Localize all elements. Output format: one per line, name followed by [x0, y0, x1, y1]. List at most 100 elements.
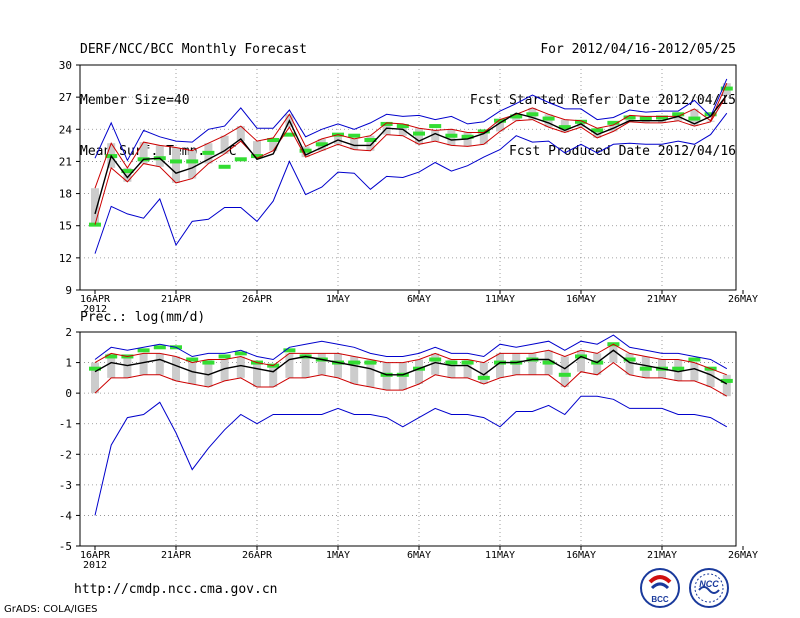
temp-median-mark — [396, 124, 409, 129]
temp-median-mark — [510, 114, 523, 119]
temp-xtick-label: 11MAY — [485, 294, 515, 305]
temp-xtick-label: 6MAY — [407, 294, 431, 305]
temp-spread-bar — [236, 126, 245, 142]
temp-spread-bar — [674, 116, 683, 121]
prec-ytick-label: -1 — [59, 418, 72, 431]
prec-xtick-label: 1MAY — [326, 550, 350, 561]
prec-median-mark — [623, 357, 636, 362]
prec-spread-bar — [528, 353, 537, 375]
prec-spread-bar — [91, 362, 99, 394]
prec-spread-bar — [285, 353, 294, 378]
temp-median-mark — [186, 159, 199, 164]
temp-p90-line — [94, 83, 728, 189]
temp-median-mark — [429, 124, 442, 129]
prec-xtick-label: 26APR — [242, 550, 273, 561]
temp-xtick-label: 1MAY — [326, 294, 350, 305]
temp-median-mark — [526, 112, 539, 117]
prec-median-mark — [89, 366, 101, 371]
temp-spread-bar — [91, 188, 99, 225]
temp-ytick-label: 30 — [59, 59, 72, 72]
prec-ytick-label: 0 — [65, 387, 72, 400]
temp-xtick-label: 16APR — [80, 294, 111, 305]
prec-spread-bar — [204, 359, 213, 388]
temp-spread-bar — [123, 167, 132, 182]
chart-title: DERF/NCC/BCC Monthly Forecast — [80, 42, 307, 57]
prec-median-mark — [105, 354, 118, 359]
bcc-logo-text: BCC — [651, 595, 669, 604]
temp-spread-bar — [253, 141, 261, 159]
prec-spread-bar — [366, 359, 375, 388]
temp-median-mark — [704, 112, 717, 117]
prec-xtick-label: 11MAY — [485, 550, 515, 561]
prec-spread-bar — [220, 359, 229, 381]
prec-spread-bar — [415, 359, 423, 384]
prec-spread-bar — [123, 356, 132, 378]
temp-median-mark — [413, 131, 425, 136]
temp-xtick-label: 26APR — [242, 294, 273, 305]
prec-xtick-label: 26MAY — [728, 550, 758, 561]
prec-xtick-label: 16MAY — [566, 550, 596, 561]
prec-spread-bar — [722, 374, 731, 397]
temp-median-mark — [364, 138, 377, 142]
prec-ytick-label: -3 — [59, 479, 72, 492]
prec-median-mark — [202, 360, 215, 365]
temp-median-mark — [672, 112, 685, 117]
prec-spread-bar — [155, 353, 164, 375]
source-url[interactable]: http://cmdp.ncc.cma.gov.cn — [74, 582, 278, 597]
temp-spread-bar — [188, 150, 197, 179]
prec-frame — [79, 331, 737, 547]
temp-median-mark — [639, 116, 652, 121]
temp-median-mark — [720, 86, 733, 91]
temp-median-mark — [89, 222, 101, 227]
prec-spread-bar — [269, 365, 278, 388]
temp-spread-bar — [220, 135, 229, 154]
temp-ytick-label: 27 — [59, 91, 72, 104]
temp-spread-bar — [366, 135, 375, 151]
prec-spread-bar — [560, 356, 569, 388]
prec-median-mark — [218, 354, 231, 359]
prec-spread-bar — [334, 353, 342, 378]
prec-median-mark — [429, 357, 442, 362]
prec-ytick-label: 1 — [65, 357, 72, 370]
forecast-started: Fcst Started Refer Date 2012/04/15 — [469, 93, 736, 108]
prec-median-mark — [364, 360, 377, 365]
prec-spread-bar — [625, 353, 634, 375]
header-right: For 2012/04/16-2012/05/25 Fcst Started R… — [470, 10, 736, 179]
prec-median-mark — [672, 366, 685, 371]
forecast-period: For 2012/04/16-2012/05/25 — [540, 42, 736, 57]
temp-spread-bar — [496, 119, 504, 132]
prec-min-line — [94, 395, 728, 516]
ncc-logo: NCC — [689, 568, 729, 608]
temp-spread-bar — [479, 132, 488, 145]
temp-median-mark — [251, 154, 263, 159]
prec-spread-bar — [479, 362, 488, 384]
prec-spread-bar — [496, 353, 504, 378]
forecast-produced: Fcst Produced Date 2012/04/16 — [509, 144, 736, 159]
temp-year-label: 2012 — [83, 304, 107, 315]
temp-median-mark — [121, 169, 134, 174]
prec-median-mark — [542, 360, 555, 365]
bcc-logo: BCC — [640, 568, 680, 608]
prec-ytick-label: 2 — [65, 326, 72, 339]
temp-median-mark — [267, 138, 280, 142]
prec-mean-line — [94, 349, 728, 385]
temp-spread-bar — [269, 137, 278, 151]
temp-xtick-label: 26MAY — [728, 294, 758, 305]
temp-median-mark — [348, 133, 361, 138]
temp-median-mark — [202, 150, 215, 155]
temp-median-mark — [477, 129, 490, 134]
temp-median-mark — [315, 142, 328, 147]
temp-median-mark — [591, 128, 604, 133]
prec-xtick-label: 21APR — [161, 550, 192, 561]
temp-spread-bar — [350, 138, 359, 150]
temp-median-mark — [656, 115, 668, 120]
prec-ytick-label: -2 — [59, 448, 72, 461]
temp-median-mark — [445, 133, 458, 138]
temp-ytick-label: 15 — [59, 220, 72, 233]
prec-spread-bar — [317, 353, 326, 375]
prec-spread-bar — [172, 356, 180, 381]
temp-xtick-label: 21MAY — [647, 294, 677, 305]
prec-ytick-label: -4 — [59, 509, 73, 522]
temp-median-mark — [299, 148, 312, 153]
